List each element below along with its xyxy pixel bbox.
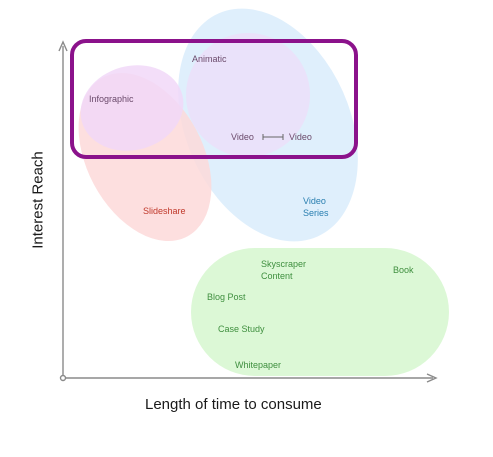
label-blog-post: Blog Post [207, 292, 246, 302]
x-axis-arrow [426, 373, 438, 383]
y-axis-title: Interest Reach [29, 151, 47, 249]
label-whitepaper: Whitepaper [235, 360, 282, 370]
infographic-region [80, 65, 184, 151]
y-axis-arrow [58, 40, 68, 52]
x-axis-title: Length of time to consume [145, 396, 322, 413]
label-skyscraper-content: Skyscraper Content [261, 259, 307, 281]
label-slideshare: Slideshare [143, 206, 186, 216]
animatic-region [186, 33, 310, 157]
axis-origin [59, 374, 67, 382]
label-infographic: Infographic [89, 94, 134, 104]
video-connector [262, 134, 284, 140]
label-video-a: Video [231, 132, 254, 142]
label-case-study: Case Study [218, 324, 265, 334]
highlight-box [70, 39, 358, 159]
label-video-b: Video [289, 132, 312, 142]
label-book: Book [393, 265, 414, 275]
label-video-series: Video Series [303, 196, 329, 218]
axes [58, 40, 438, 383]
long-form-region [191, 248, 449, 376]
label-animatic: Animatic [192, 54, 227, 64]
